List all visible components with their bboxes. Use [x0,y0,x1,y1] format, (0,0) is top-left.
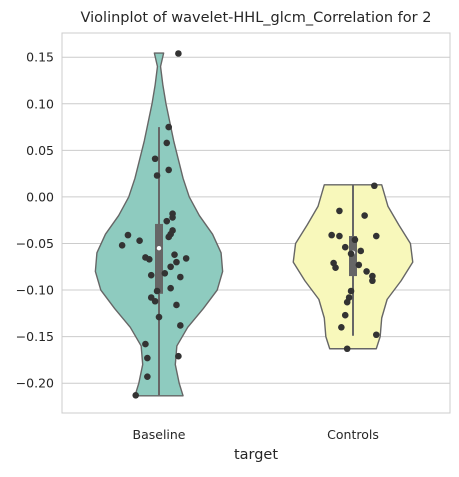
data-point-baseline [144,354,151,362]
data-point-controls [372,232,380,240]
y-tick-label: 0.00 [26,189,54,204]
data-point-baseline [165,166,172,174]
data-point-controls [341,311,349,319]
data-point-baseline [153,172,161,179]
data-point-baseline [155,313,163,321]
data-point-controls [332,264,339,272]
data-point-controls [347,287,355,295]
data-point-controls [338,324,345,331]
data-point-baseline [173,258,180,266]
data-point-baseline [161,269,169,277]
data-point-baseline [182,255,190,262]
y-tick-label: 0.10 [26,96,54,111]
data-point-baseline [136,237,143,244]
data-point-baseline [171,251,178,258]
y-tick-label: −0.20 [16,376,54,391]
data-point-baseline [163,217,171,225]
data-point-baseline [167,263,174,271]
x-axis-ticks: Baseline Controls [133,427,379,442]
data-point-baseline [169,214,176,221]
data-point-controls [336,207,343,215]
data-point-controls [363,268,370,275]
x-tick-label: Baseline [133,427,186,442]
y-tick-label: −0.05 [16,236,54,251]
data-point-baseline [124,231,132,239]
data-point-baseline [165,233,172,241]
data-point-baseline [146,256,153,263]
data-point-controls [369,277,376,285]
data-point-baseline [175,352,182,360]
data-point-controls [341,243,349,251]
strip-points [118,50,380,399]
data-point-controls [347,250,355,258]
data-point-controls [351,236,359,244]
data-point-controls [361,212,368,219]
data-point-baseline [167,284,174,292]
data-point-controls [369,272,376,280]
data-point-baseline [165,123,172,131]
data-point-controls [343,345,351,353]
data-point-controls [371,182,378,190]
data-point-baseline [151,297,159,305]
data-point-baseline [142,340,149,348]
data-point-controls [328,231,335,239]
median-marker-baseline [156,245,162,251]
data-point-baseline [175,50,182,57]
y-tick-label: −0.15 [16,329,54,344]
data-point-baseline [132,392,140,399]
data-point-baseline [151,155,159,163]
y-tick-label: −0.10 [16,283,54,298]
data-point-baseline [153,287,161,295]
data-point-controls [336,232,343,240]
iqr-box-baseline [155,223,163,294]
y-tick-label: 0.15 [26,50,54,65]
data-point-baseline [144,373,151,380]
chart-title: Violinplot of wavelet-HHL_glcm_Correlati… [81,10,432,26]
data-point-controls [372,331,380,339]
data-point-baseline [173,301,180,309]
data-point-controls [355,261,363,269]
x-tick-label: Controls [327,427,379,442]
data-point-baseline [177,273,184,281]
x-axis-label: target [234,447,278,463]
data-point-baseline [177,322,184,329]
data-point-controls [343,298,351,306]
data-point-baseline [118,242,126,249]
data-point-baseline [147,271,155,279]
data-point-controls [357,247,365,255]
y-axis-ticks: −0.20 −0.15 −0.10 −0.05 0.00 0.05 0.10 0.15 [16,50,54,391]
plot-frame [61,32,451,414]
data-point-baseline [163,139,171,147]
y-tick-label: 0.05 [26,143,54,158]
